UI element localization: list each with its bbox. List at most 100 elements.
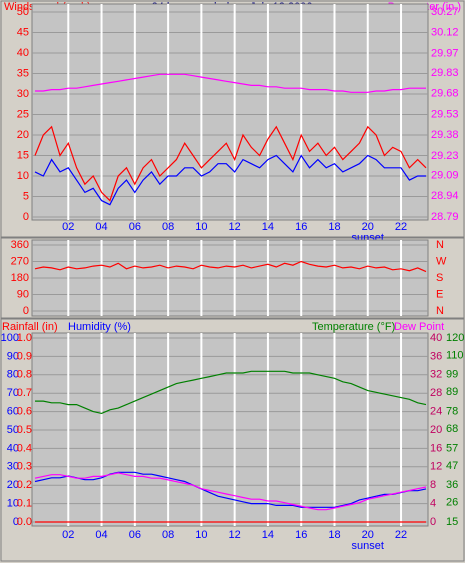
y-tick-label: 180: [11, 272, 29, 284]
y2-tick-label: 29.23: [431, 150, 459, 162]
y-tick-label: 30: [17, 88, 29, 100]
y2-tick-label: 57: [446, 442, 458, 454]
y2-tick-label: S: [436, 272, 443, 284]
y3-tick-label: 0.2: [17, 479, 32, 491]
y2-tick-label: 47: [446, 460, 458, 472]
legend-entry: Temperature (°F): [312, 321, 395, 333]
x-tick-label: 10: [195, 529, 207, 541]
x-tick-label: 06: [129, 221, 141, 233]
x-tick-label: 16: [295, 221, 307, 233]
y3-tick-label: 0.8: [17, 369, 32, 381]
y3-tick-label: 0.7: [17, 387, 32, 399]
x-tick-label: 20: [362, 529, 374, 541]
x-tick-label: 16: [295, 529, 307, 541]
y2-tick-label: 30.12: [431, 27, 459, 39]
y3-tick-label: 0.4: [17, 442, 32, 454]
y2-tick-label: 28.94: [431, 190, 459, 202]
y2-tick-label: 99: [446, 369, 458, 381]
y2-tick-label: E: [436, 288, 443, 300]
data-line: [35, 370, 427, 415]
y2-tick-label: 78: [446, 406, 458, 418]
y2-tick-label: 29.09: [431, 169, 459, 181]
annotation: sunset: [352, 540, 384, 552]
y-tick-label: 5: [23, 190, 29, 202]
data-line: [35, 73, 426, 93]
x-tick-label: 06: [129, 529, 141, 541]
y4-tick-label: 12: [430, 461, 442, 473]
y-tick-label: 10: [17, 170, 29, 182]
x-tick-label: 20: [362, 221, 374, 233]
x-tick-label: 14: [262, 529, 274, 541]
y-tick-label: 60: [7, 406, 19, 418]
y-tick-label: 40: [7, 442, 19, 454]
y3-tick-label: 0.6: [17, 406, 32, 418]
y2-tick-label: 29.83: [431, 67, 459, 79]
y3-tick-label: 0.5: [17, 424, 32, 436]
panel-frame: [0, 318, 465, 562]
y2-tick-label: 26: [446, 497, 458, 509]
x-tick-label: 08: [162, 529, 174, 541]
x-tick-label: 04: [95, 529, 107, 541]
y3-tick-label: 0.0: [17, 516, 32, 528]
y2-tick-label: 110: [446, 349, 464, 361]
data-line: [34, 471, 427, 508]
y-tick-label: 270: [11, 255, 29, 267]
y3-tick-label: 0.9: [17, 350, 32, 362]
y-tick-label: 360: [11, 239, 29, 251]
y-tick-label: 70: [7, 387, 19, 399]
y2-tick-label: 29.53: [431, 108, 459, 120]
y4-tick-label: 0: [430, 516, 436, 528]
y-tick-label: 25: [17, 108, 29, 120]
x-tick-label: 18: [328, 529, 340, 541]
y-tick-label: 50: [7, 424, 19, 436]
y3-tick-label: 0.1: [17, 498, 32, 510]
y2-tick-label: 89: [446, 386, 458, 398]
y2-tick-label: 120: [446, 332, 464, 344]
legend-entry: Humidity (%): [68, 321, 131, 333]
x-tick-label: 18: [328, 221, 340, 233]
y-tick-label: 100: [1, 332, 19, 344]
y2-tick-label: 29.38: [431, 129, 459, 141]
x-tick-label: 10: [195, 221, 207, 233]
y2-tick-label: 29.97: [431, 47, 459, 59]
plot-area: [31, 3, 429, 221]
y-tick-label: 0: [13, 516, 19, 528]
y-tick-label: 0: [23, 305, 29, 317]
x-tick-label: 02: [62, 221, 74, 233]
y-tick-label: 10: [7, 498, 19, 510]
y2-tick-label: 15: [446, 516, 458, 528]
y-tick-label: 35: [17, 67, 29, 79]
y2-tick-label: W: [436, 255, 447, 267]
panel-frame: [0, 0, 465, 238]
y4-tick-label: 8: [430, 479, 436, 491]
x-tick-label: 14: [262, 221, 274, 233]
y2-tick-label: 28.79: [431, 211, 459, 223]
y-tick-label: 80: [7, 369, 19, 381]
y-tick-label: 20: [17, 129, 29, 141]
x-tick-label: 08: [162, 221, 174, 233]
x-tick-label: 04: [95, 221, 107, 233]
x-tick-label: 12: [229, 529, 241, 541]
y-tick-label: 15: [17, 149, 29, 161]
y-tick-label: 30: [7, 461, 19, 473]
y2-tick-label: 36: [446, 479, 458, 491]
y4-tick-label: 40: [430, 332, 442, 344]
y-tick-label: 20: [7, 479, 19, 491]
y3-tick-label: 0.3: [17, 461, 32, 473]
y4-tick-label: 32: [430, 369, 442, 381]
y-tick-label: 90: [7, 350, 19, 362]
y3-tick-label: 1.0: [17, 332, 32, 344]
y-tick-label: 50: [17, 6, 29, 18]
x-tick-label: 02: [62, 529, 74, 541]
y4-tick-label: 24: [430, 406, 442, 418]
y2-tick-label: 68: [446, 423, 458, 435]
data-line: [34, 154, 426, 206]
legend-entry: Dew Point: [394, 321, 444, 333]
y-tick-label: 40: [17, 47, 29, 59]
y-tick-label: 0: [23, 211, 29, 223]
y2-tick-label: 30.27: [431, 6, 459, 18]
legend-entry: Rainfall (in): [2, 321, 58, 333]
data-line: [34, 260, 427, 273]
y4-tick-label: 36: [430, 350, 442, 362]
